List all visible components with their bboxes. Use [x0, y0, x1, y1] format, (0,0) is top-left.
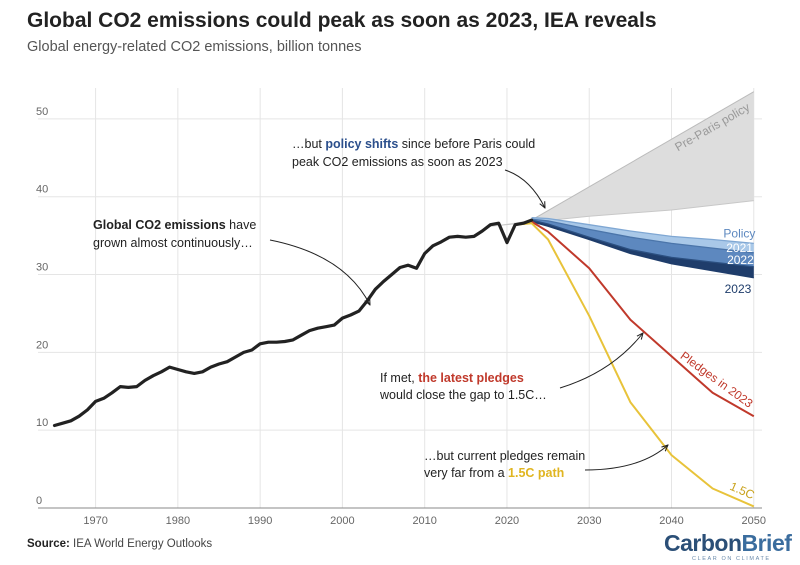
policy-2021-line: [531, 218, 754, 254]
annotation-path: …but current pledges remain: [424, 449, 585, 463]
annotation-pledges-line2: would close the gap to 1.5C…: [379, 388, 547, 402]
x-tick-label: 2010: [412, 515, 436, 527]
y-tick-label: 0: [36, 495, 42, 507]
historical-emissions-line: [52, 218, 534, 428]
annotation-path-line2: very far from a 1.5C path: [424, 466, 564, 480]
policy-line: [531, 217, 754, 245]
pre-paris-area: [490, 91, 754, 227]
policy-band-mid: [531, 219, 754, 267]
policy-band-dark: [531, 220, 754, 278]
annotation-pledges: If met, the latest pledges: [380, 371, 524, 385]
label-policy: Policy: [723, 226, 755, 240]
y-axis-ticks: 0 10 20 30 40 50: [36, 106, 48, 507]
x-tick-label: 1990: [248, 515, 272, 527]
label-2023: 2023: [725, 282, 752, 296]
x-tick-label: 2040: [659, 515, 683, 527]
policy-2023-line: [531, 220, 754, 279]
x-axis-ticks: 1970 1980 1990 2000 2010 2020 2030 2040 2050: [83, 515, 766, 527]
label-2021: 2021: [726, 241, 753, 255]
chart-subtitle: Global energy-related CO2 emissions, bil…: [27, 39, 362, 55]
annotation-policy: …but policy shifts since before Paris co…: [292, 137, 535, 151]
x-tick-label: 2000: [330, 515, 354, 527]
y-tick-label: 50: [36, 106, 48, 118]
x-tick-label: 2020: [495, 515, 519, 527]
carbonbrief-tagline: CLEAR ON CLIMATE: [692, 556, 771, 562]
pre-paris-upper-line: [531, 91, 755, 221]
chart-title: Global CO2 emissions could peak as soon …: [27, 9, 657, 32]
label-pledges-2023: Pledges in 2023: [678, 349, 756, 411]
label-2022: 2022: [727, 253, 754, 267]
x-tick-label: 2030: [577, 515, 601, 527]
policy-2022-line: [531, 219, 754, 268]
scenario-areas: [490, 91, 755, 278]
y-tick-label: 20: [36, 339, 48, 351]
source-note: Source: IEA World Energy Outlooks: [27, 538, 213, 550]
annotation-growth: Global CO2 emissions have: [93, 218, 256, 232]
one-point-five-line: [515, 222, 755, 508]
x-tick-label: 2050: [742, 515, 766, 527]
policy-band-light: [531, 217, 754, 253]
scenario-lines: [52, 217, 755, 508]
label-1-5c: 1.5C: [728, 479, 757, 502]
carbonbrief-logo: CarbonBrief: [664, 530, 792, 556]
pledges-line: [531, 220, 755, 418]
annotation-growth-line2: grown almost continuously…: [93, 236, 253, 250]
annotation-policy-line2: peak CO2 emissions as soon as 2023: [292, 155, 503, 169]
annotation-arrows: [269, 169, 668, 471]
y-tick-label: 30: [36, 262, 48, 274]
x-tick-label: 1970: [83, 515, 107, 527]
y-tick-label: 10: [36, 417, 48, 429]
y-tick-label: 40: [36, 184, 48, 196]
x-tick-label: 1980: [166, 515, 190, 527]
